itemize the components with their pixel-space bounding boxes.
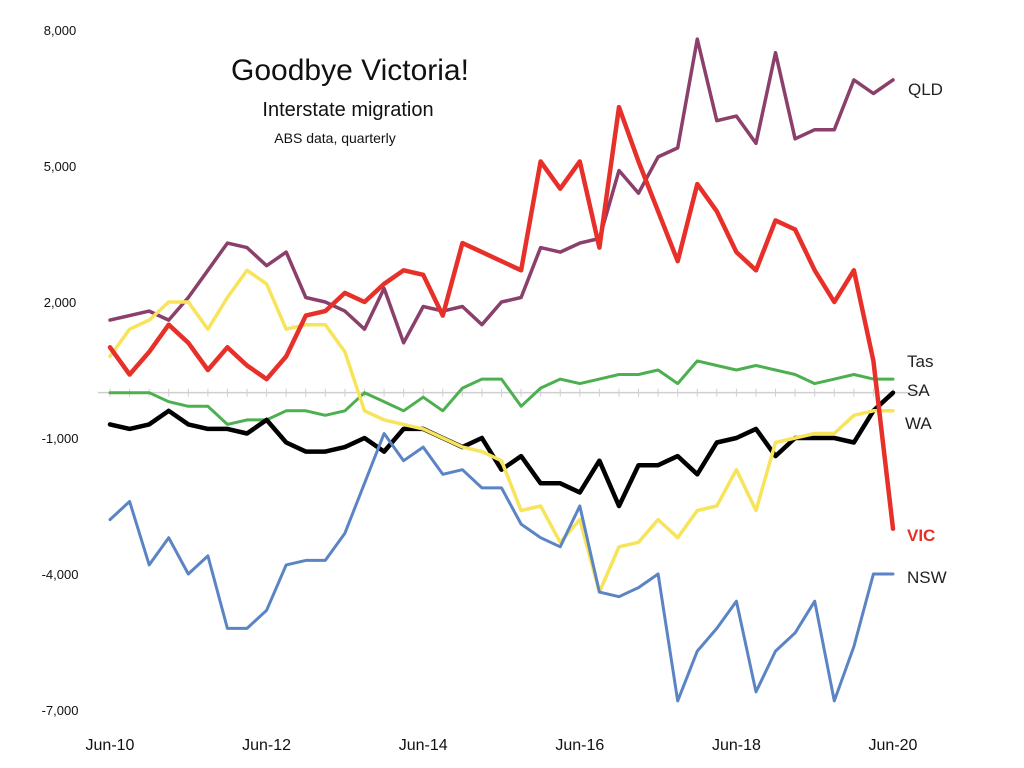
series-line-sa: [107, 390, 896, 509]
x-tick-label: Jun-12: [242, 737, 291, 754]
series-label-vic: VIC: [907, 526, 935, 545]
x-tick-label: Jun-10: [86, 737, 135, 754]
y-tick-label: -4,000: [42, 567, 79, 582]
series-label-nsw: NSW: [907, 568, 947, 587]
series-label-sa: SA: [907, 381, 930, 400]
series-lines: [107, 37, 896, 703]
chart-title: Goodbye Victoria!: [231, 54, 469, 87]
x-tick-label: Jun-18: [712, 737, 761, 754]
y-tick-label: -7,000: [42, 703, 79, 718]
y-tick-label: 5,000: [44, 159, 77, 174]
y-tick-label: 8,000: [44, 23, 77, 38]
y-tick-label: 2,000: [44, 295, 77, 310]
x-axis: Jun-10 Jun-12 Jun-14 Jun-16 Jun-18 Jun-20: [86, 737, 918, 754]
series-line-wa: [108, 268, 895, 594]
series-line-qld: [108, 37, 895, 345]
x-tick-label: Jun-16: [555, 737, 604, 754]
series-label-qld: QLD: [908, 80, 943, 99]
series-line-vic: [107, 104, 896, 531]
chart-note: ABS data, quarterly: [274, 130, 395, 146]
y-axis: 8,000 5,000 2,000 -1,000 -4,000 -7,000: [42, 23, 79, 718]
series-label-tas: Tas: [907, 352, 933, 371]
x-tick-label: Jun-20: [869, 737, 918, 754]
series-labels: QLD Tas SA WA VIC NSW: [905, 80, 947, 587]
series-line-nsw: [108, 432, 895, 703]
x-tick-label: Jun-14: [399, 737, 448, 754]
series-line-tas: [108, 359, 895, 426]
chart-subtitle: Interstate migration: [262, 99, 433, 121]
y-tick-label: -1,000: [42, 431, 79, 446]
series-label-wa: WA: [905, 414, 932, 433]
